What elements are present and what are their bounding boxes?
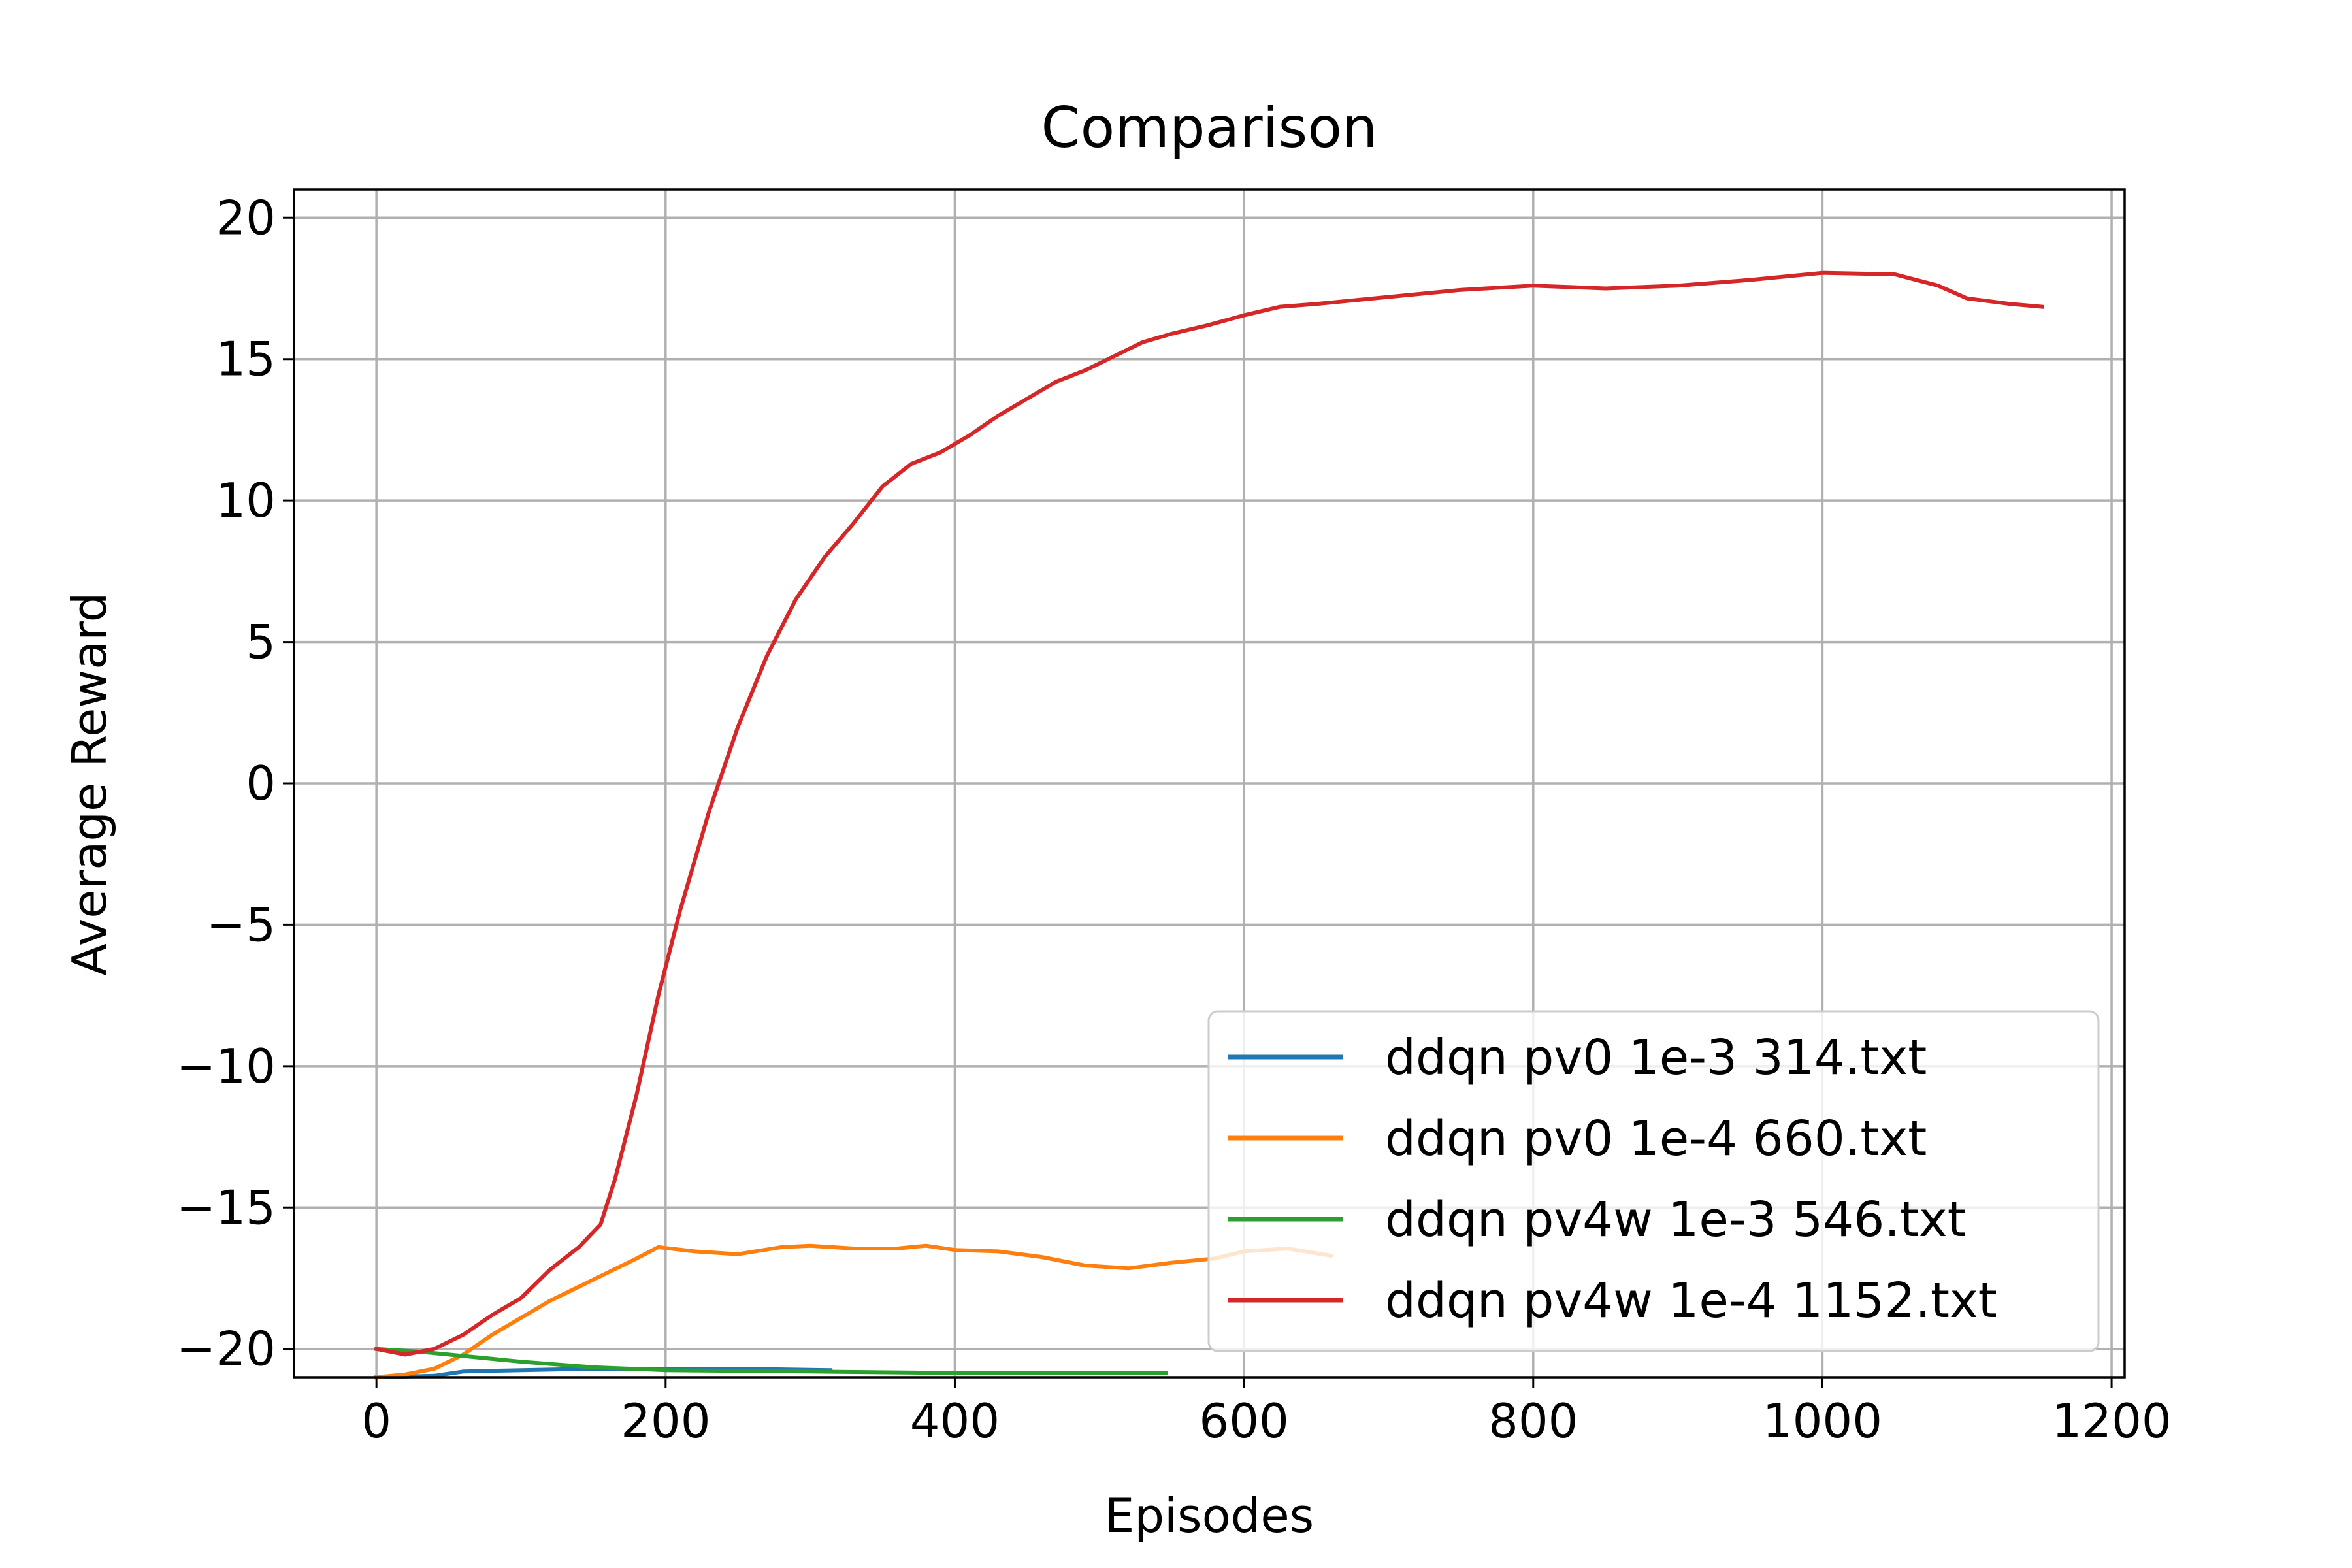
y-tick-label: −20	[176, 1322, 276, 1377]
legend-box	[1207, 1010, 2100, 1352]
legend-label: ddqn pv4w 1e-3 546.txt	[1385, 1192, 1967, 1248]
series-lines	[374, 270, 2045, 1380]
x-tick-label: 200	[621, 1394, 710, 1448]
legend-label: ddqn pv0 1e-4 660.txt	[1385, 1111, 1927, 1167]
y-tick-label: 10	[216, 473, 276, 528]
x-tick-label: 800	[1488, 1394, 1578, 1448]
y-tick-label: −5	[206, 897, 276, 952]
x-tick-label: 600	[1199, 1394, 1288, 1448]
legend-label: ddqn pv0 1e-3 314.txt	[1385, 1030, 1927, 1086]
y-tick-label: 5	[246, 615, 276, 670]
x-axis-label: Episodes	[1105, 1488, 1314, 1543]
series-line	[374, 1367, 833, 1380]
y-tick-label: 20	[216, 190, 276, 245]
series-line	[374, 270, 2045, 1357]
y-tick-label: 15	[216, 332, 276, 387]
series-line	[374, 1243, 1333, 1380]
series-line	[374, 1347, 1168, 1375]
legend: ddqn pv0 1e-3 314.txt ddqn pv0 1e-4 660.t…	[1207, 1010, 2100, 1352]
axis-ticks: 0 200 400 600 800 1000 1200 20 15 10 5 0 −5 −10 −15 −20	[176, 190, 2172, 1448]
y-tick-label: −15	[176, 1180, 276, 1235]
y-tick-label: 0	[246, 756, 276, 811]
x-tick-label: 1200	[2051, 1394, 2171, 1448]
chart-title: Comparison	[1041, 95, 1378, 161]
y-tick-label: −10	[176, 1039, 276, 1094]
x-tick-label: 0	[361, 1394, 391, 1448]
x-tick-label: 1000	[1763, 1394, 1882, 1448]
legend-label: ddqn pv4w 1e-4 1152.txt	[1385, 1273, 1997, 1329]
y-axis-label: Average Reward	[62, 593, 117, 976]
x-tick-label: 400	[910, 1394, 1000, 1448]
